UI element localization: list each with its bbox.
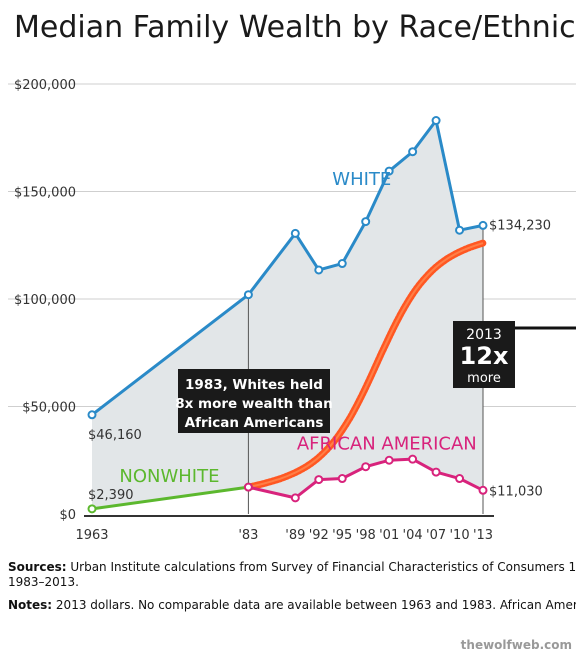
notes-note: Notes: 2013 dollars. No comparable data … (8, 598, 576, 613)
footer: Sources: Urban Institute calculations fr… (8, 560, 576, 621)
data-point (431, 467, 441, 477)
x-tick-label: '83 (238, 528, 258, 543)
callouts: 1983, Whites held 8x more wealth than Afri… (175, 321, 576, 433)
wealth-line-chart: $0 $50,000 $100,000 $150,000 $200,000 1963 '8… (8, 78, 576, 543)
x-tick-label: '95 (332, 528, 352, 543)
data-point (243, 290, 253, 300)
series-white (87, 116, 488, 420)
sources-text: Urban Institute calculations from Survey… (66, 560, 576, 574)
data-point (361, 462, 371, 472)
y-tick-label: $100,000 (14, 293, 76, 308)
notes-text: 2013 dollars. No comparable data are ava… (52, 598, 576, 612)
data-point (87, 504, 97, 514)
callout-2013-word: more (467, 371, 501, 386)
data-point (243, 482, 253, 492)
data-point (337, 259, 347, 269)
data-point (478, 220, 488, 230)
series-name-labels: WHITE NONWHITE AFRICAN AMERICAN (119, 169, 476, 487)
x-tick-label: '89 (285, 528, 305, 543)
series-name-african-american: AFRICAN AMERICAN (297, 434, 477, 455)
data-point (408, 454, 418, 464)
callout-1983-line: African Americans (185, 415, 324, 431)
callout-2013-ratio: 12x (460, 342, 509, 370)
x-axis-tick-labels: 1963 '83 '89 '92'95 '98'01 '04'07'10 '13 (75, 528, 493, 543)
data-point (290, 228, 300, 238)
series-name-white: WHITE (332, 169, 391, 190)
value-label: $134,230 (489, 218, 551, 233)
notes-label: Notes: (8, 598, 53, 612)
x-tick-label: '10 (449, 528, 469, 543)
x-tick-label: '04 (403, 528, 423, 543)
callout-2013-box (453, 321, 515, 388)
x-tick-label: '13 (473, 528, 493, 543)
x-tick-label: 1963 (75, 528, 108, 543)
sources-label: Sources: (8, 560, 67, 574)
x-tick-label: '07 (426, 528, 446, 543)
callout-1983-box (178, 369, 330, 433)
ratio-curve-highlight (248, 242, 484, 489)
data-point (384, 455, 394, 465)
data-point (290, 493, 300, 503)
callout-2013-year: 2013 (466, 327, 502, 343)
chart-title: Median Family Wealth by Race/Ethnicity, … (14, 10, 576, 45)
data-point (408, 147, 418, 157)
data-point (314, 475, 324, 485)
y-tick-label: $200,000 (14, 78, 76, 93)
callout-1983-line: 8x more wealth than (175, 396, 333, 412)
y-tick-label: $50,000 (22, 401, 76, 416)
data-point (431, 116, 441, 126)
data-point (455, 474, 465, 484)
y-tick-label: $150,000 (14, 186, 76, 201)
series-line (91, 485, 249, 511)
data-point (455, 225, 465, 235)
y-axis-tick-labels: $0 $50,000 $100,000 $150,000 $200,000 (14, 78, 76, 523)
data-point (478, 485, 488, 495)
value-label: $11,030 (489, 484, 543, 499)
callout-1983-line: 1983, Whites held (185, 377, 323, 393)
value-labels: $46,160 $2,390 $134,230 $11,030 (88, 218, 551, 502)
sources-text-line2: 1983–2013. (8, 575, 79, 589)
data-point (337, 474, 347, 484)
data-point (361, 217, 371, 227)
series-african-american (243, 454, 488, 503)
value-label: $2,390 (88, 488, 134, 503)
data-point (87, 410, 97, 420)
x-tick-label: '92 (309, 528, 329, 543)
x-tick-label: '01 (379, 528, 399, 543)
watermark: thewolfweb.com (460, 638, 572, 652)
series-lines (87, 116, 488, 514)
series-line (248, 457, 484, 500)
sources-note: Sources: Urban Institute calculations fr… (8, 560, 576, 590)
callout-1983: 1983, Whites held 8x more wealth than Afri… (175, 369, 333, 433)
y-tick-label: $0 (59, 508, 76, 523)
ratio-curve (244, 239, 487, 491)
series-name-nonwhite: NONWHITE (119, 466, 219, 487)
x-tick-label: '98 (356, 528, 376, 543)
value-label: $46,160 (88, 428, 142, 443)
data-point (384, 166, 394, 176)
data-point (314, 265, 324, 275)
